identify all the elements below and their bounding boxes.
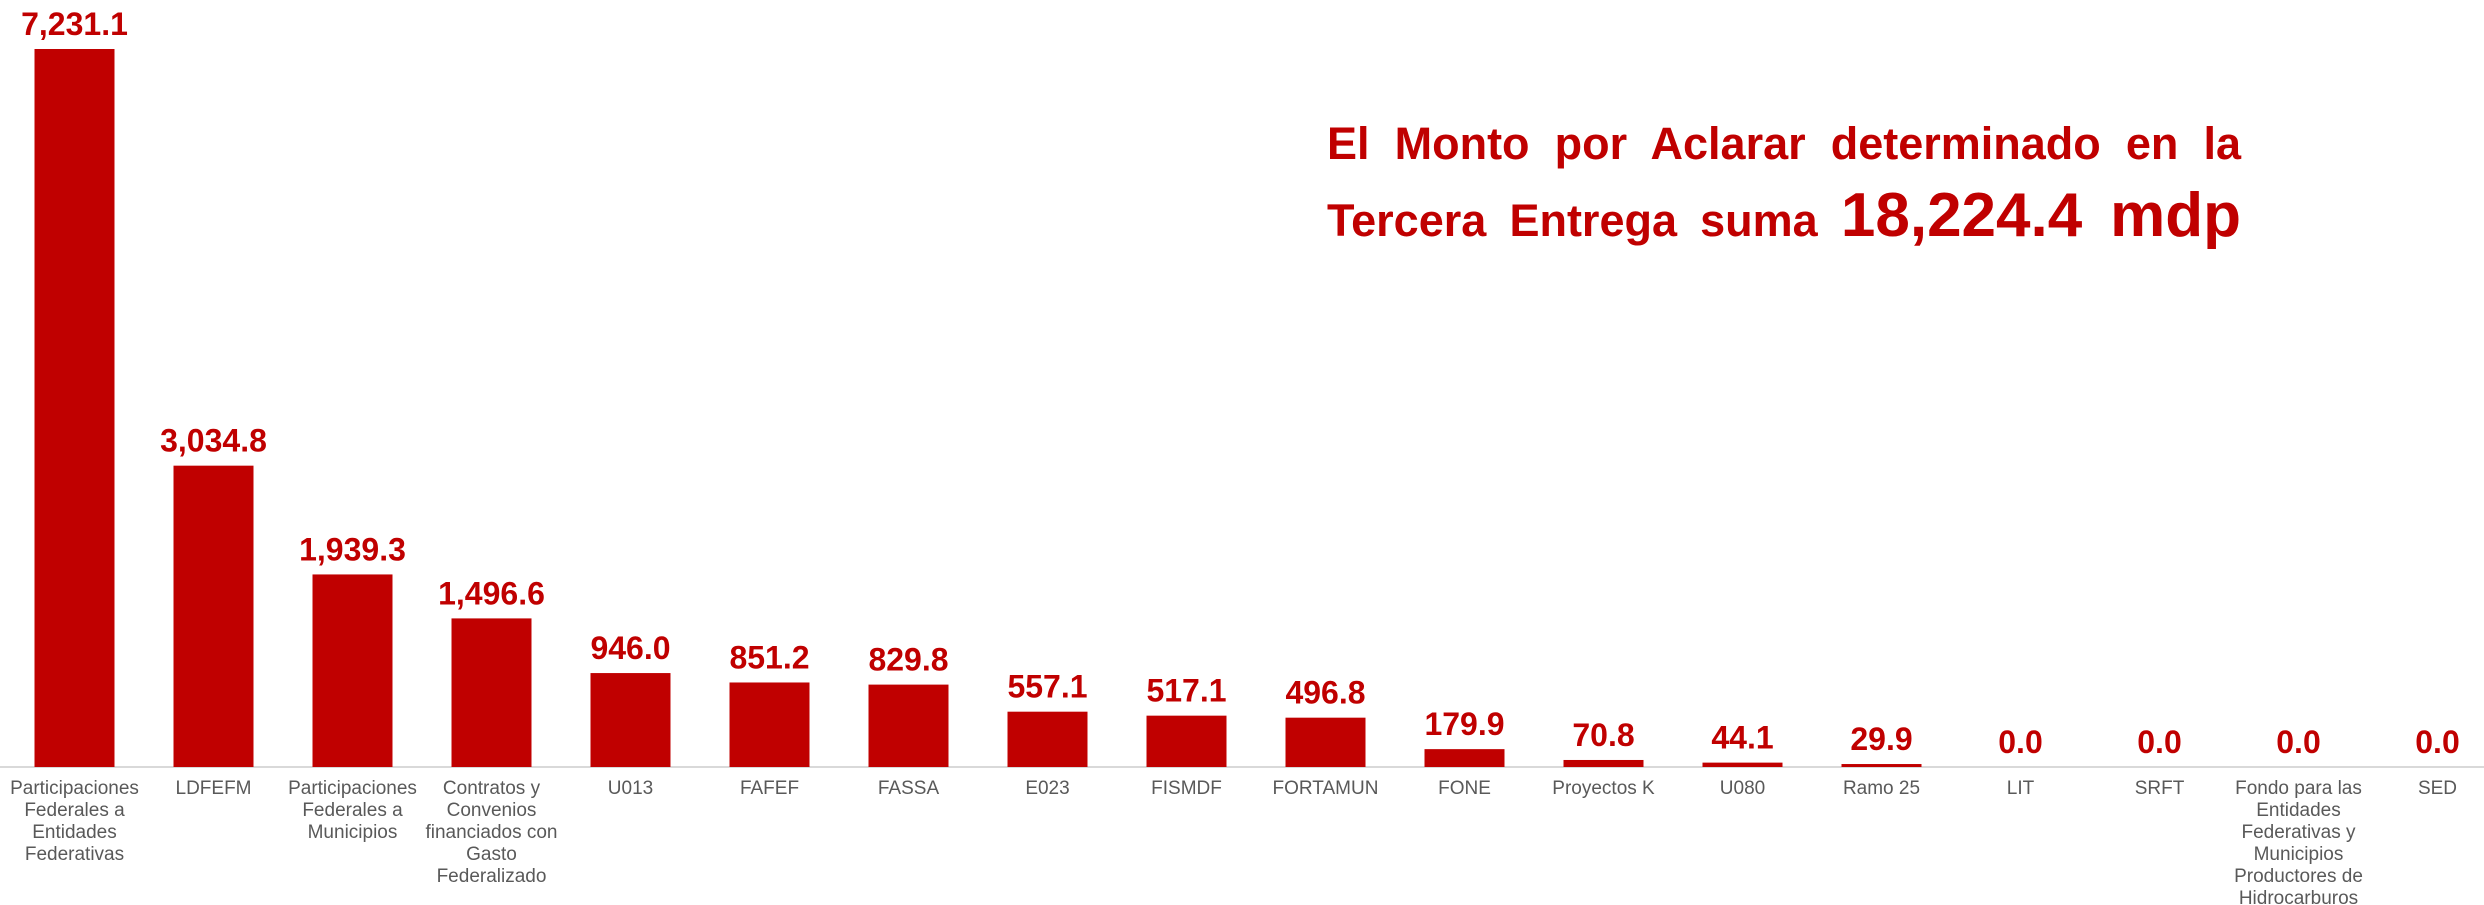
data-label: 0.0 [2276, 724, 2320, 760]
x-tick-label: FASSA [877, 778, 940, 799]
annotation: El Monto por Aclarar determinado en la T… [1327, 108, 2241, 257]
data-label: 179.9 [1424, 706, 1504, 742]
x-tick-label: Ramo 25 [1842, 778, 1921, 799]
data-label: 0.0 [1998, 724, 2042, 760]
data-label: 3,034.8 [160, 423, 267, 459]
bar [312, 574, 393, 767]
bar [729, 682, 810, 767]
x-tick-label: FONE [1438, 778, 1491, 799]
data-label: 0.0 [2415, 724, 2459, 760]
bar [173, 465, 254, 767]
x-tick-label: Fondo para las Entidades Federativas y M… [2234, 778, 2363, 905]
data-label: 1,939.3 [299, 531, 406, 567]
x-tick-label: Participaciones Federales a Entidades Fe… [10, 778, 139, 865]
data-label: 851.2 [729, 639, 809, 675]
x-tick-label: U080 [1719, 778, 1766, 799]
x-tick-label: FISMDF [1151, 778, 1222, 799]
bar [868, 684, 949, 767]
data-label: 0.0 [2137, 724, 2181, 760]
bar [590, 673, 671, 767]
bar [451, 618, 532, 767]
x-tick-label: LDFEFM [175, 778, 252, 799]
bar [1563, 759, 1644, 767]
data-label: 517.1 [1146, 673, 1226, 709]
x-tick-label: E023 [1025, 778, 1070, 799]
bar [1424, 749, 1505, 767]
bar [1146, 715, 1227, 767]
annotation-line: El Monto por Aclarar determinado en la [1327, 118, 2241, 169]
bar [1007, 711, 1088, 767]
bar [1702, 762, 1783, 767]
data-label: 1,496.6 [438, 575, 545, 611]
x-tick-label: FAFEF [739, 778, 800, 799]
data-label: 7,231.1 [21, 6, 128, 42]
x-tick-label: SRFT [2134, 778, 2185, 799]
data-label: 829.8 [868, 642, 948, 678]
bar [34, 49, 115, 767]
data-label: 557.1 [1007, 669, 1087, 705]
data-label: 70.8 [1572, 717, 1634, 753]
x-tick-label: FORTAMUN [1272, 778, 1379, 799]
annotation-text: Tercera Entrega suma [1327, 195, 1818, 246]
data-label: 44.1 [1711, 720, 1773, 756]
x-tick-label: Contratos y Convenios financiados con Ga… [425, 778, 558, 887]
data-label: 29.9 [1850, 721, 1912, 757]
annotation-highlight: 18,224.4 mdp [1840, 181, 2241, 250]
annotation-line: Tercera Entrega suma 18,224.4 mdp [1327, 180, 2241, 257]
bar [1285, 717, 1366, 767]
x-tick-label: SED [2417, 778, 2458, 799]
x-tick-label: Participaciones Federales a Municipios [288, 778, 417, 843]
bar [1841, 764, 1922, 767]
x-tick-label: Proyectos K [1552, 778, 1655, 799]
x-tick-label: U013 [607, 778, 654, 799]
data-label: 496.8 [1285, 675, 1365, 711]
x-tick-label: LIT [2006, 778, 2035, 799]
data-label: 946.0 [590, 630, 670, 666]
